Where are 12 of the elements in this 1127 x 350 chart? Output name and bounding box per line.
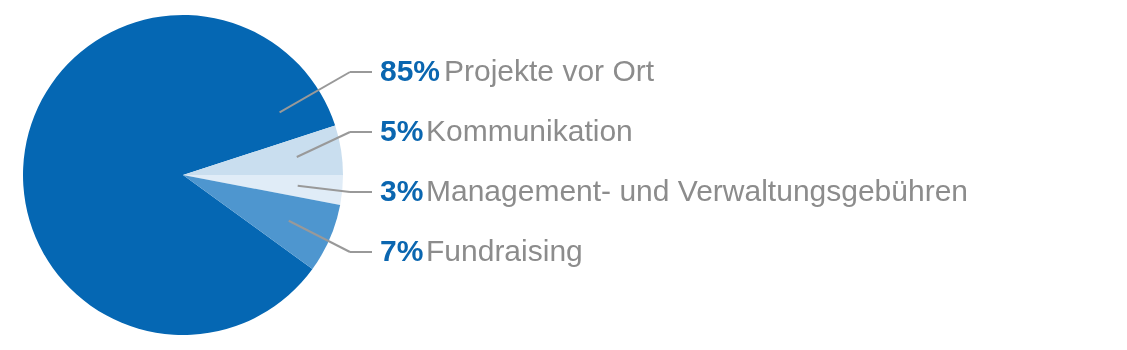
slice-label: Kommunikation xyxy=(426,114,633,147)
data-label: 3% xyxy=(380,174,424,207)
slice-label: Projekte vor Ort xyxy=(444,54,655,87)
pie-slice xyxy=(183,175,343,205)
data-label: 85% xyxy=(380,54,441,87)
slice-label: Management- und Verwaltungsgebühren xyxy=(426,174,969,207)
pie-slice xyxy=(183,125,343,175)
slice-label: Fundraising xyxy=(426,234,583,267)
pie-slice xyxy=(183,175,341,270)
data-label: 5% xyxy=(380,114,424,147)
data-label: 7% xyxy=(380,234,424,267)
pie-slice xyxy=(23,15,336,335)
